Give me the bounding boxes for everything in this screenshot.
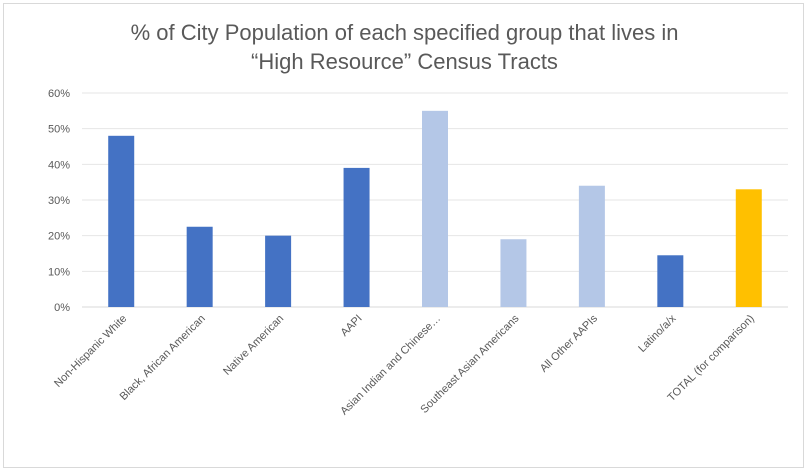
- x-category-label: Native American: [221, 313, 286, 378]
- chart-title: % of City Population of each specified g…: [0, 18, 809, 76]
- bar: [578, 185, 605, 307]
- y-tick-label: 20%: [48, 231, 70, 243]
- bar: [657, 255, 684, 307]
- x-category-label: AAPI: [338, 313, 364, 339]
- bar: [265, 235, 292, 307]
- x-category-label: Latino/a/x: [636, 312, 679, 355]
- bar: [186, 226, 213, 307]
- bar: [422, 110, 448, 307]
- x-category-label: TOTAL (for comparison): [666, 313, 757, 404]
- y-tick-label: 0%: [54, 302, 70, 314]
- x-category-label: Non-Hispanic White: [52, 313, 129, 390]
- bar: [500, 239, 527, 307]
- bar: [108, 135, 135, 307]
- y-tick-label: 50%: [48, 124, 70, 136]
- x-category-label: All Other AAPIs: [538, 312, 600, 374]
- bar: [735, 189, 762, 307]
- y-tick-label: 30%: [48, 195, 70, 207]
- y-axis-ticks: 0% 10% 20% 30% 40% 50% 60%: [48, 88, 70, 314]
- y-tick-label: 10%: [48, 266, 70, 278]
- x-category-label: Black, African American: [118, 313, 208, 403]
- y-tick-label: 40%: [48, 159, 70, 171]
- bars: [108, 110, 762, 307]
- bar: [343, 167, 370, 307]
- chart-title-line-1: % of City Population of each specified g…: [130, 20, 679, 45]
- chart-title-line-2: “High Resource” Census Tracts: [251, 49, 558, 74]
- y-tick-label: 60%: [48, 88, 70, 100]
